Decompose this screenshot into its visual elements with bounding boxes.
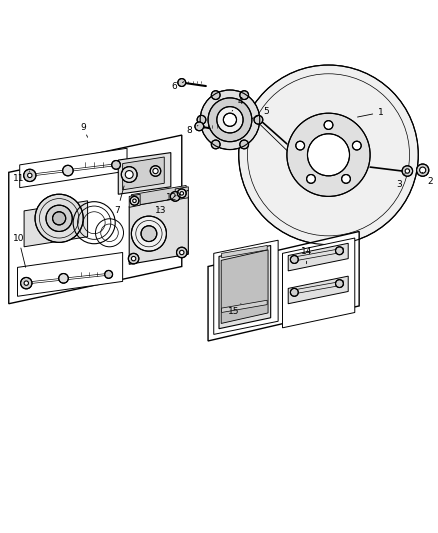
Text: 3: 3 [396, 173, 405, 189]
Circle shape [177, 247, 187, 258]
Text: 4: 4 [232, 97, 243, 111]
Polygon shape [175, 187, 188, 200]
Circle shape [128, 253, 139, 264]
Text: 13: 13 [155, 206, 167, 215]
Polygon shape [118, 152, 171, 194]
Circle shape [133, 199, 136, 203]
Polygon shape [129, 194, 140, 207]
Polygon shape [214, 240, 278, 334]
Circle shape [290, 255, 298, 263]
Circle shape [405, 169, 410, 173]
Circle shape [21, 278, 32, 289]
Polygon shape [129, 197, 188, 264]
Polygon shape [18, 253, 123, 296]
Polygon shape [222, 246, 267, 258]
Circle shape [296, 141, 304, 150]
Circle shape [177, 189, 186, 198]
Circle shape [240, 91, 249, 100]
Circle shape [217, 107, 243, 133]
Polygon shape [221, 250, 268, 324]
Circle shape [420, 167, 426, 173]
Circle shape [131, 256, 136, 261]
Circle shape [290, 288, 298, 296]
Circle shape [59, 273, 68, 283]
Polygon shape [131, 185, 186, 206]
Circle shape [53, 212, 66, 225]
Text: 11: 11 [13, 171, 30, 182]
Circle shape [342, 174, 350, 183]
Circle shape [307, 174, 315, 183]
Circle shape [63, 165, 73, 176]
Polygon shape [123, 157, 164, 190]
Polygon shape [288, 243, 348, 271]
Circle shape [112, 160, 120, 169]
Circle shape [211, 140, 220, 149]
Text: 6: 6 [171, 82, 184, 92]
Text: 7: 7 [114, 186, 124, 215]
Circle shape [125, 171, 133, 179]
Circle shape [180, 191, 184, 195]
Circle shape [200, 90, 260, 150]
Circle shape [223, 113, 237, 126]
Text: 2: 2 [422, 172, 433, 187]
Circle shape [46, 205, 72, 231]
Circle shape [28, 173, 32, 177]
Polygon shape [208, 231, 359, 341]
Polygon shape [219, 246, 271, 329]
Circle shape [353, 141, 361, 150]
Circle shape [130, 197, 139, 205]
Circle shape [24, 169, 36, 182]
Polygon shape [288, 276, 348, 304]
Circle shape [150, 166, 161, 176]
Circle shape [121, 167, 137, 182]
Circle shape [180, 251, 184, 255]
Circle shape [336, 247, 343, 255]
Circle shape [105, 270, 113, 278]
Text: 8: 8 [186, 125, 198, 135]
Circle shape [35, 194, 83, 243]
Text: 5: 5 [252, 107, 269, 118]
Circle shape [336, 280, 343, 287]
Text: 10: 10 [13, 233, 25, 268]
Text: 14: 14 [301, 247, 312, 264]
Circle shape [417, 164, 429, 176]
Circle shape [324, 120, 333, 130]
Circle shape [240, 140, 249, 149]
Circle shape [212, 91, 220, 100]
Circle shape [141, 226, 157, 241]
Circle shape [197, 115, 206, 124]
Circle shape [307, 134, 350, 176]
Polygon shape [20, 148, 127, 188]
Polygon shape [283, 238, 355, 328]
Circle shape [254, 115, 263, 124]
Polygon shape [24, 201, 88, 247]
Circle shape [24, 281, 28, 285]
Text: 15: 15 [228, 304, 241, 316]
Polygon shape [9, 135, 182, 304]
Circle shape [153, 168, 158, 174]
Text: 9: 9 [80, 123, 88, 138]
Text: 1: 1 [357, 108, 384, 117]
Circle shape [170, 191, 180, 201]
Circle shape [131, 216, 166, 251]
Circle shape [195, 122, 204, 131]
Circle shape [239, 65, 418, 245]
Polygon shape [222, 300, 267, 312]
Circle shape [208, 98, 252, 142]
Text: 12: 12 [166, 193, 177, 202]
Circle shape [287, 113, 370, 197]
Circle shape [402, 166, 413, 176]
Circle shape [178, 78, 186, 86]
